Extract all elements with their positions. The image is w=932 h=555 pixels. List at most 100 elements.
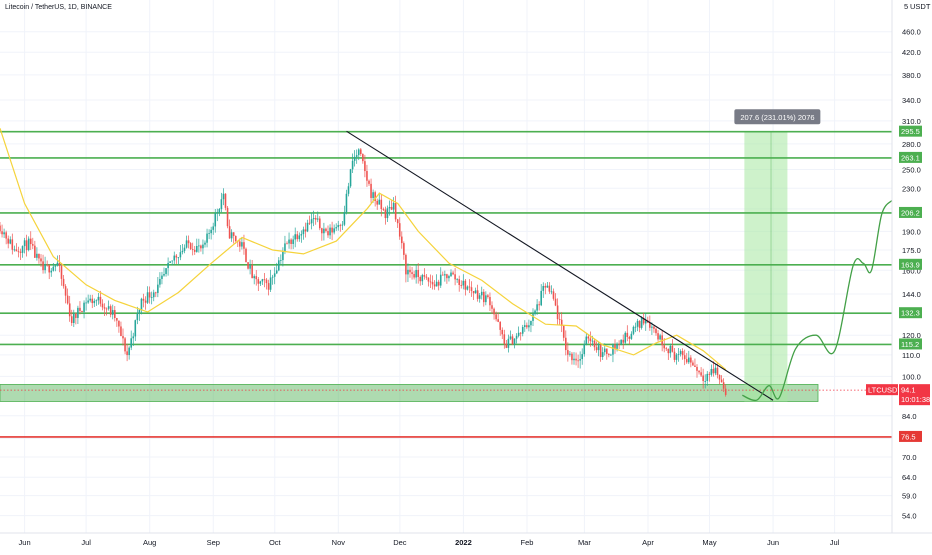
candle-body (282, 252, 284, 261)
time-axis[interactable]: Jun Jul Aug Sep Oct Nov Dec 2022 Feb Mar Apr May Jun… (19, 538, 840, 547)
candle-body (642, 317, 645, 324)
level-price-badge (899, 430, 922, 442)
time-axis-tick-label: Jul (830, 538, 840, 547)
candle-body (720, 379, 723, 383)
candle-body (179, 252, 182, 258)
price-axis-tick-label: 280.0 (902, 140, 921, 149)
time-axis-tick-label: Sep (207, 538, 220, 547)
price-axis-tick-label: 64.0 (902, 473, 917, 482)
projection-range-box (744, 131, 788, 402)
candle-body (234, 235, 237, 242)
candle-body (698, 370, 700, 373)
candle-body (550, 291, 553, 293)
candle-body (396, 219, 399, 224)
time-axis-tick-label: Mar (578, 538, 591, 547)
candle-body (437, 281, 440, 286)
candle-body (32, 244, 34, 246)
candle-body (335, 227, 337, 229)
candle-body (407, 269, 409, 275)
candle-body (503, 334, 506, 344)
price-axis-tick-label: 70.0 (902, 453, 917, 462)
candle-body (476, 290, 479, 299)
candle-body (333, 228, 335, 233)
candle-body (124, 338, 126, 352)
candle-body (714, 367, 717, 374)
candle-body (261, 279, 264, 282)
candle-body (66, 295, 69, 304)
candle-body (122, 336, 124, 339)
candle-body (118, 320, 120, 327)
price-axis-tick-label: 420.0 (902, 48, 921, 57)
candle-body (13, 249, 16, 251)
candle-body (140, 298, 143, 310)
candle-body (448, 276, 450, 279)
price-axis-currency: USDT (910, 2, 931, 11)
level-price-badge (899, 338, 922, 350)
candle-body (624, 332, 627, 343)
candle-body (366, 171, 368, 181)
candle-body (616, 343, 618, 349)
candle-body (169, 261, 171, 263)
time-axis-tick-label: 2022 (455, 538, 472, 547)
candle-body (226, 207, 229, 227)
candle-body (312, 218, 315, 220)
candle-body (136, 313, 139, 321)
candle-body (193, 249, 196, 252)
candle-body (284, 243, 286, 253)
candle-body (507, 338, 510, 348)
candle-body (251, 264, 253, 279)
candle-body (562, 325, 565, 338)
candle-body (152, 292, 155, 298)
candle-body (185, 240, 188, 248)
candle-body (101, 303, 104, 308)
candle-body (177, 257, 180, 259)
candle-body (85, 302, 87, 304)
candle-body (198, 245, 200, 247)
candle-body (694, 365, 696, 367)
candle-body (474, 290, 477, 294)
candle-body (673, 351, 676, 360)
candle-body (319, 218, 321, 229)
candle-body (374, 192, 376, 201)
candle-body (417, 269, 419, 278)
candle-body (50, 270, 53, 273)
candle-body (370, 183, 372, 198)
price-axis-tick-label: 230.0 (902, 184, 921, 193)
candle-body (599, 345, 602, 357)
level-price-label: 115.2 (901, 340, 919, 349)
candle-body (718, 374, 721, 380)
candle-body (712, 368, 715, 374)
candle-body (222, 193, 225, 200)
level-price-label: 163.9 (901, 260, 920, 269)
candle-body (487, 295, 489, 297)
candle-body (247, 262, 249, 269)
candle-body (546, 285, 549, 288)
candle-body (382, 209, 385, 210)
candle-body (325, 228, 327, 232)
candle-body (556, 305, 559, 320)
candle-body (218, 209, 221, 213)
candle-body (456, 279, 458, 280)
candle-body (511, 336, 514, 345)
candle-body (593, 340, 596, 348)
candle-body (392, 202, 395, 210)
candle-body (567, 350, 569, 355)
candle-body (208, 233, 210, 234)
candle-body (544, 285, 547, 288)
candle-body (21, 246, 24, 253)
support-zone (0, 384, 819, 402)
candle-body (390, 206, 393, 210)
candle-body (394, 202, 397, 220)
candle-body (202, 244, 204, 249)
candle-body (595, 347, 598, 351)
time-axis-tick-label: Jun (19, 538, 31, 547)
candle-body (665, 348, 668, 350)
candle-body (341, 224, 344, 226)
candle-body (696, 366, 698, 371)
candle-body (620, 339, 622, 345)
candle-body (464, 280, 467, 290)
candle-body (495, 314, 497, 320)
candle-body (612, 344, 614, 355)
candle-body (15, 249, 18, 252)
